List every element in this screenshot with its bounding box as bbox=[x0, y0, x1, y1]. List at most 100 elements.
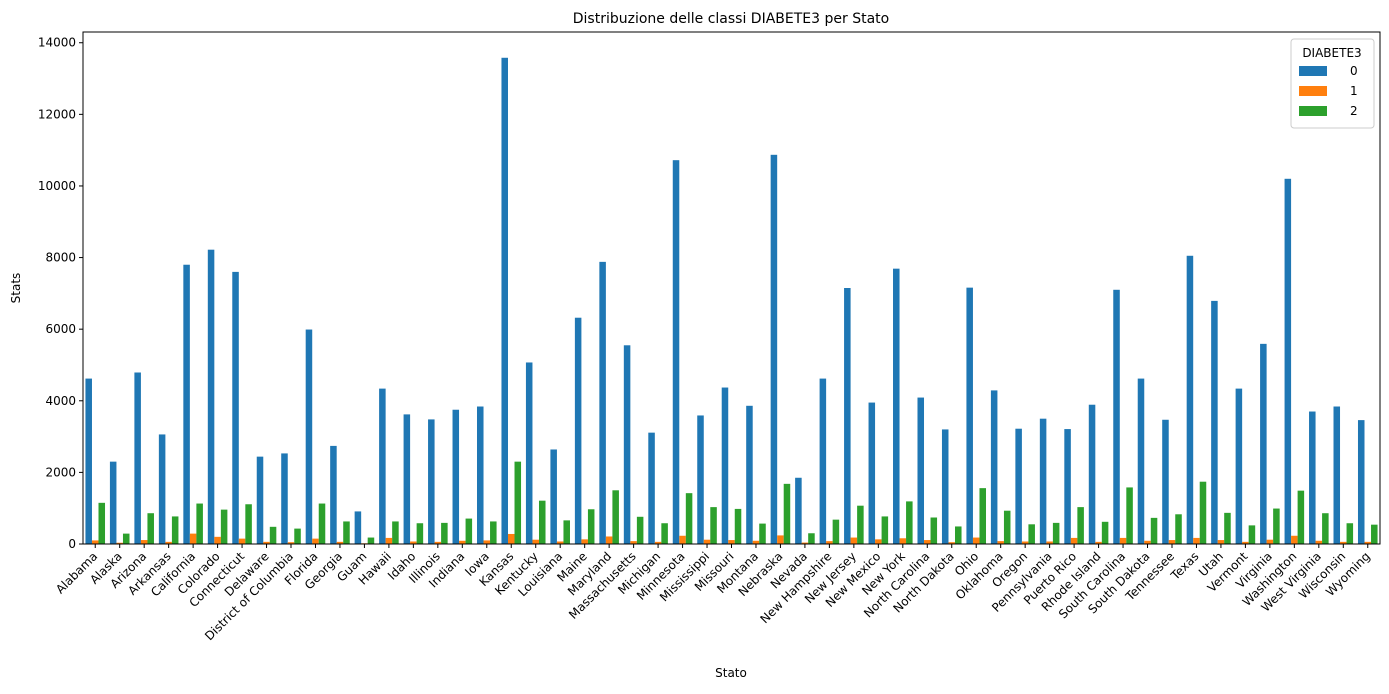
bar-2 bbox=[367, 537, 375, 544]
bar-0 bbox=[379, 388, 386, 544]
legend-label-0: 0 bbox=[1350, 64, 1358, 78]
bar-2 bbox=[1052, 522, 1060, 544]
bar-0 bbox=[1260, 343, 1267, 544]
bar-1 bbox=[1144, 540, 1151, 544]
bar-1 bbox=[312, 538, 319, 544]
bar-0 bbox=[1088, 404, 1096, 544]
y-tick-label: 0 bbox=[68, 537, 76, 551]
bar-1 bbox=[752, 540, 760, 544]
bar-1 bbox=[410, 541, 417, 544]
bar-2 bbox=[1199, 481, 1207, 544]
bar-2 bbox=[783, 483, 791, 544]
bar-2 bbox=[1273, 508, 1280, 544]
bar-1 bbox=[654, 541, 662, 544]
x-axis: AlabamaAlaskaArizonaArkansasCaliforniaCo… bbox=[53, 544, 1373, 643]
bar-2 bbox=[392, 521, 399, 544]
bar-0 bbox=[1309, 411, 1316, 544]
bar-0 bbox=[428, 419, 435, 544]
bar-2 bbox=[587, 509, 595, 544]
bar-1 bbox=[1315, 540, 1323, 544]
bar-2 bbox=[979, 488, 987, 544]
bar-1 bbox=[287, 542, 295, 544]
legend-swatch-2 bbox=[1299, 106, 1327, 116]
bar-0 bbox=[1186, 255, 1194, 544]
bar-1 bbox=[165, 541, 172, 544]
bar-0 bbox=[721, 387, 729, 544]
bar-2 bbox=[1101, 521, 1109, 544]
bar-0 bbox=[574, 317, 582, 544]
bar-2 bbox=[1126, 487, 1133, 544]
bar-0 bbox=[305, 329, 313, 544]
bar-2 bbox=[318, 503, 326, 544]
bar-2 bbox=[759, 523, 766, 544]
bar-0 bbox=[1113, 289, 1120, 544]
bar-0 bbox=[1284, 178, 1292, 545]
bar-0 bbox=[452, 409, 460, 544]
legend-swatch-0 bbox=[1299, 66, 1327, 76]
bar-0 bbox=[1211, 300, 1218, 544]
bar-1 bbox=[459, 540, 466, 544]
bar-2 bbox=[269, 526, 277, 544]
bar-0 bbox=[917, 397, 925, 544]
bar-1 bbox=[801, 542, 809, 544]
bar-0 bbox=[746, 405, 753, 544]
bar-2 bbox=[98, 502, 106, 544]
bar-2 bbox=[514, 461, 522, 544]
bar-2 bbox=[220, 509, 228, 544]
bar-0 bbox=[770, 154, 778, 544]
bar-2 bbox=[1297, 490, 1305, 544]
bar-1 bbox=[826, 541, 833, 544]
bar-1 bbox=[385, 537, 393, 544]
bar-1 bbox=[507, 533, 515, 544]
bar-2 bbox=[881, 516, 889, 544]
x-tick-label: Texas bbox=[1168, 549, 1202, 583]
bar-2 bbox=[441, 522, 448, 544]
bar-0 bbox=[1039, 418, 1047, 544]
bar-2 bbox=[563, 520, 570, 544]
bar-1 bbox=[116, 542, 123, 544]
bar-1 bbox=[948, 542, 956, 544]
bar-2 bbox=[294, 528, 301, 544]
y-axis: 0 2000 4000 6000 8000 10000 12000 14000 bbox=[38, 36, 83, 551]
bar-2 bbox=[636, 516, 644, 544]
bar-1 bbox=[1168, 540, 1176, 544]
bar-0 bbox=[868, 402, 876, 544]
bar-0 bbox=[1333, 406, 1341, 544]
bar-0 bbox=[1015, 428, 1022, 544]
bar-2 bbox=[710, 507, 717, 544]
bar-1 bbox=[1193, 537, 1200, 544]
legend-label-2: 2 bbox=[1350, 104, 1358, 118]
y-tick-label: 8000 bbox=[45, 251, 76, 265]
bar-2 bbox=[930, 517, 938, 544]
bar-0 bbox=[623, 345, 631, 544]
bar-2 bbox=[343, 521, 350, 544]
bar-1 bbox=[1217, 540, 1225, 544]
legend-items: 0 1 2 bbox=[1299, 64, 1358, 118]
bar-2 bbox=[1150, 517, 1158, 544]
bar-2 bbox=[857, 505, 864, 544]
y-tick-label: 2000 bbox=[45, 465, 76, 479]
bar-2 bbox=[465, 518, 473, 544]
y-tick-label: 4000 bbox=[45, 394, 76, 408]
bar-1 bbox=[263, 541, 270, 544]
bar-1 bbox=[924, 540, 931, 544]
bar-1 bbox=[336, 541, 344, 544]
bar-0 bbox=[941, 429, 949, 544]
bar-1 bbox=[997, 541, 1004, 544]
bar-2 bbox=[1175, 514, 1182, 544]
bar-2 bbox=[661, 523, 668, 544]
bar-0 bbox=[893, 268, 900, 544]
bar-0 bbox=[599, 261, 606, 544]
bar-1 bbox=[605, 536, 613, 544]
y-tick-label: 10000 bbox=[38, 179, 76, 193]
bar-1 bbox=[434, 541, 442, 544]
bar-0 bbox=[501, 57, 508, 544]
bar-1 bbox=[1242, 541, 1249, 544]
bar-2 bbox=[538, 500, 546, 544]
bar-2 bbox=[1322, 513, 1329, 544]
bar-2 bbox=[1003, 510, 1011, 544]
bar-1 bbox=[850, 537, 858, 544]
bar-1 bbox=[189, 533, 197, 544]
x-axis-label: Stato bbox=[715, 666, 747, 680]
